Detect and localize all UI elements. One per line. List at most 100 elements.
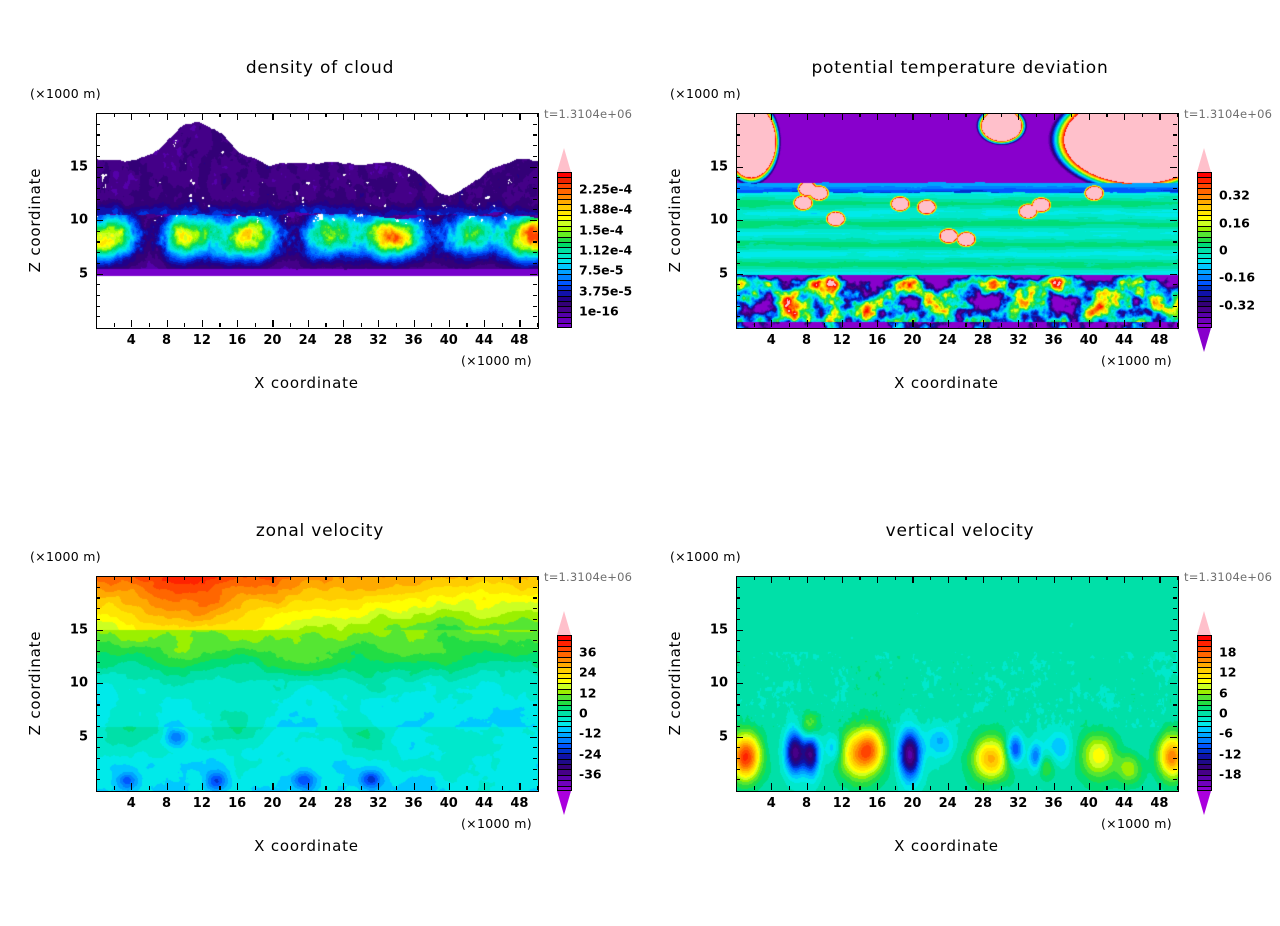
x-axis-tick (947, 576, 949, 583)
x-axis-tick (877, 320, 879, 327)
y-axis-tick (533, 284, 537, 286)
contour-field-canvas (737, 114, 1178, 328)
colorbar-band (1198, 738, 1211, 744)
colorbar-band (1198, 770, 1211, 776)
x-axis-tick (166, 783, 168, 790)
colorbar-band (558, 668, 571, 674)
colorbar-tick-label: 2.25e-4 (579, 181, 633, 197)
y-axis-tick (736, 779, 740, 781)
x-axis-tick (148, 323, 151, 327)
y-axis-tick (533, 294, 537, 297)
colorbar-band (558, 775, 571, 782)
x-tick-label: 32 (369, 796, 388, 811)
y-axis-tick (533, 747, 537, 749)
x-axis-tick (841, 783, 844, 790)
y-axis-unit-label: (×1000 m) (670, 549, 741, 564)
y-axis-tick (96, 316, 100, 318)
x-axis-tick (1018, 783, 1020, 790)
colorbar-band (1198, 237, 1211, 243)
x-axis-tick (930, 323, 932, 327)
y-axis-tick (736, 209, 740, 211)
x-axis-tick (982, 320, 985, 327)
x-axis-tick (947, 113, 949, 120)
colorbar-band (558, 232, 571, 238)
x-axis-tick (824, 786, 826, 790)
x-axis-tick (360, 576, 362, 580)
panel-potential-temperature-deviation: potential temperature deviation (×1000 m)… (640, 0, 1280, 463)
x-axis-tick (824, 113, 826, 117)
y-axis-tick (96, 145, 100, 147)
y-axis-tick (96, 262, 100, 264)
colorbar-band (1198, 242, 1211, 249)
colorbar-band (558, 705, 571, 712)
y-axis-tick (96, 661, 100, 663)
y-axis-tick (1173, 284, 1177, 286)
y-axis-tick (1173, 209, 1177, 211)
x-axis-tick (965, 113, 967, 117)
x-axis-tick (501, 323, 503, 327)
x-axis-tick (360, 323, 362, 327)
x-axis-tick (1159, 320, 1161, 327)
colorbar-band (1198, 173, 1211, 179)
y-axis-tick (533, 693, 537, 695)
colorbar-band (1198, 765, 1211, 771)
x-axis-tick (131, 783, 133, 790)
x-axis-unit-label: (×1000 m) (461, 816, 532, 831)
colorbar-band (1198, 312, 1211, 319)
y-axis-tick (96, 241, 100, 243)
colorbar-band (558, 216, 571, 222)
x-axis-tick (859, 113, 861, 117)
panel-title: potential temperature deviation (811, 58, 1109, 78)
y-axis-tick (533, 672, 537, 674)
x-axis-tick (788, 576, 791, 580)
x-tick-label: 28 (333, 333, 352, 348)
y-axis-tick (96, 672, 100, 674)
plot-area (736, 113, 1179, 329)
colorbar-band (558, 205, 571, 211)
x-axis-tick (982, 113, 985, 120)
colorbar-band (558, 189, 571, 195)
x-axis-tick (1141, 576, 1143, 580)
x-axis-tick (431, 113, 433, 117)
colorbar-band (1198, 775, 1211, 782)
y-axis-tick (533, 134, 537, 136)
colorbar-tick-label: 12 (579, 685, 597, 701)
y-axis-tick (533, 187, 537, 190)
y-axis-tick (533, 145, 537, 147)
x-tick-label: 44 (1115, 796, 1134, 811)
y-axis-tick (736, 661, 740, 663)
x-tick-label: 4 (766, 796, 776, 811)
y-tick-label: 5 (718, 266, 728, 281)
colorbar-tick-label: -18 (1219, 766, 1242, 782)
y-axis-tick (736, 294, 740, 297)
panel-title: vertical velocity (885, 521, 1035, 541)
contour-field-canvas (97, 114, 538, 328)
x-axis-tick (413, 783, 415, 790)
y-axis-tick (533, 198, 537, 200)
y-axis-tick (1173, 693, 1177, 695)
y-axis-tick (1173, 608, 1177, 610)
x-axis-tick (1106, 576, 1108, 580)
colorbar-band (558, 259, 571, 265)
colorbar-band (558, 684, 571, 690)
x-axis-tick (965, 786, 967, 790)
y-axis-tick (1173, 305, 1177, 307)
x-axis-title: X coordinate (894, 374, 999, 392)
colorbar-tick-label: 6 (1219, 685, 1228, 701)
colorbar-tick-label: 12 (1219, 664, 1237, 680)
colorbar-band (558, 641, 571, 647)
colorbar-band (558, 280, 571, 286)
x-tick-label: 24 (298, 333, 317, 348)
y-axis-tick (1173, 155, 1177, 157)
x-axis-tick (201, 576, 204, 583)
y-axis-tick (96, 747, 100, 749)
y-axis-tick (96, 650, 100, 653)
y-axis-tick (533, 768, 537, 770)
x-axis-tick (859, 786, 861, 790)
y-axis-tick (736, 230, 740, 232)
colorbar-band (1198, 205, 1211, 211)
y-axis-tick (96, 166, 103, 168)
colorbar-band (1198, 253, 1211, 259)
x-tick-label: 28 (333, 796, 352, 811)
colorbar-over-arrow-icon (1197, 148, 1211, 172)
